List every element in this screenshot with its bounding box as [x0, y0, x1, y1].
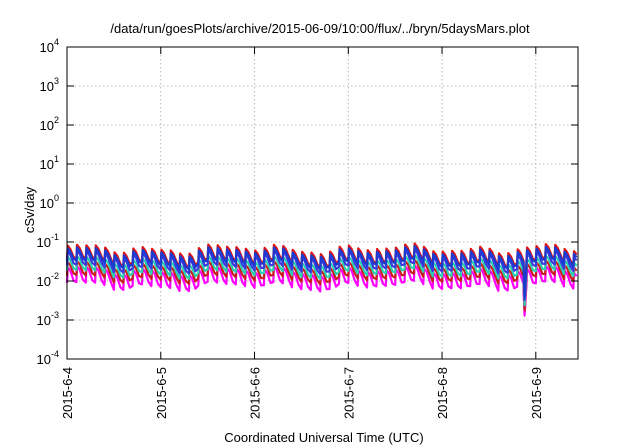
y-tick-label: 101 [40, 154, 59, 172]
y-tick-label: 10-1 [37, 232, 59, 250]
y-tick-label: 102 [40, 115, 59, 133]
y-tick-label: 103 [40, 76, 59, 94]
y-tick-label: 10-4 [37, 349, 59, 367]
x-tick-label: 2015-6-4 [60, 367, 75, 419]
y-tick-label: 10-2 [37, 271, 59, 289]
y-tick-label: 100 [40, 193, 59, 211]
chart-title: /data/run/goesPlots/archive/2015-06-09/1… [110, 21, 530, 36]
y-axis: 10-4 10-3 10-2 10-1 100 101 102 103 104 [37, 37, 578, 367]
x-tick-label: 2015-6-6 [248, 367, 263, 419]
x-tick-label: 2015-6-9 [529, 367, 544, 419]
x-axis-label: Coordinated Universal Time (UTC) [224, 430, 423, 445]
x-axis: 2015-6-4 2015-6-5 2015-6-6 2015-6-7 2015-6-8… [60, 47, 544, 419]
x-tick-label: 2015-6-8 [435, 367, 450, 419]
y-tick-label: 104 [40, 37, 59, 55]
series-group [65, 242, 578, 317]
y-tick-label: 10-3 [37, 310, 59, 328]
x-tick-label: 2015-6-7 [341, 367, 356, 419]
y-axis-label: cSv/day [22, 186, 37, 233]
x-tick-label: 2015-6-5 [154, 367, 169, 419]
series-line [65, 245, 578, 298]
